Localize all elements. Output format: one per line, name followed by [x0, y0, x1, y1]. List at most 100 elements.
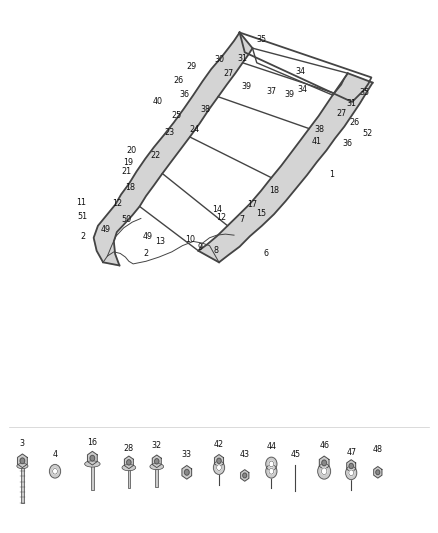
Text: 2: 2	[144, 249, 148, 259]
Text: 52: 52	[362, 129, 372, 138]
Text: 6: 6	[264, 249, 269, 258]
Text: 39: 39	[241, 82, 251, 91]
Text: 36: 36	[343, 139, 353, 148]
Polygon shape	[215, 455, 223, 467]
Text: 36: 36	[180, 90, 190, 99]
Ellipse shape	[85, 461, 100, 467]
Polygon shape	[94, 33, 252, 265]
Text: 21: 21	[121, 167, 131, 176]
Text: 39: 39	[285, 90, 295, 99]
Circle shape	[266, 457, 277, 471]
Text: 1: 1	[329, 170, 334, 179]
Text: 18: 18	[125, 183, 135, 191]
Text: 47: 47	[346, 448, 356, 457]
Text: 38: 38	[200, 106, 210, 114]
Text: 35: 35	[359, 88, 369, 97]
Bar	[127, 470, 130, 488]
Text: 43: 43	[240, 450, 250, 459]
Circle shape	[269, 469, 274, 474]
Text: 13: 13	[155, 237, 165, 246]
Polygon shape	[152, 455, 161, 467]
Ellipse shape	[150, 463, 164, 470]
Circle shape	[53, 469, 57, 474]
Text: 45: 45	[290, 450, 300, 459]
Text: 29: 29	[186, 62, 196, 71]
Text: 24: 24	[190, 125, 200, 134]
Circle shape	[90, 455, 95, 461]
Text: 16: 16	[87, 438, 97, 447]
Circle shape	[213, 461, 225, 474]
Circle shape	[321, 468, 327, 474]
Polygon shape	[88, 451, 97, 465]
Text: 40: 40	[152, 97, 162, 106]
Text: 33: 33	[182, 450, 192, 459]
Polygon shape	[198, 73, 373, 262]
Polygon shape	[182, 465, 192, 479]
Circle shape	[346, 466, 357, 480]
Circle shape	[127, 460, 131, 465]
Text: 44: 44	[266, 442, 276, 451]
Text: 50: 50	[122, 215, 132, 224]
Text: 23: 23	[165, 128, 175, 138]
Text: 46: 46	[319, 441, 329, 450]
Text: 34: 34	[296, 67, 306, 76]
Bar	[155, 469, 158, 488]
Circle shape	[349, 470, 353, 475]
Text: 7: 7	[240, 215, 245, 224]
Text: 12: 12	[112, 199, 122, 208]
Text: 49: 49	[143, 232, 153, 241]
Text: 19: 19	[123, 158, 133, 166]
Text: 26: 26	[173, 76, 183, 85]
Circle shape	[349, 463, 353, 469]
Text: 31: 31	[237, 54, 247, 63]
Polygon shape	[18, 454, 27, 467]
Text: 28: 28	[124, 444, 134, 453]
Circle shape	[217, 465, 221, 471]
Polygon shape	[319, 456, 329, 470]
Circle shape	[155, 459, 159, 464]
Text: 41: 41	[312, 136, 322, 146]
Circle shape	[266, 464, 277, 478]
Text: 51: 51	[78, 212, 88, 221]
Text: 14: 14	[212, 205, 222, 214]
Circle shape	[243, 473, 247, 478]
Circle shape	[322, 460, 326, 466]
Text: 31: 31	[346, 99, 356, 108]
Text: 11: 11	[76, 198, 86, 207]
Text: 12: 12	[216, 213, 226, 222]
Text: 30: 30	[214, 55, 224, 64]
Text: 3: 3	[20, 439, 25, 448]
Text: 27: 27	[224, 69, 234, 78]
Text: 42: 42	[214, 440, 224, 449]
Circle shape	[376, 470, 380, 475]
Bar	[21, 466, 24, 503]
Text: 18: 18	[269, 185, 279, 195]
Text: 48: 48	[373, 445, 383, 454]
Text: 25: 25	[171, 110, 181, 119]
Ellipse shape	[122, 464, 136, 471]
Circle shape	[217, 458, 221, 463]
Polygon shape	[240, 470, 249, 481]
Text: 35: 35	[257, 35, 267, 44]
Text: 32: 32	[152, 441, 162, 450]
Text: 15: 15	[256, 209, 266, 217]
Polygon shape	[374, 466, 382, 478]
Text: 22: 22	[150, 151, 161, 160]
Text: 38: 38	[315, 125, 325, 134]
Text: 37: 37	[267, 87, 277, 96]
Circle shape	[184, 470, 189, 475]
Text: 49: 49	[101, 225, 111, 235]
Bar	[91, 466, 94, 489]
Polygon shape	[347, 460, 356, 472]
Text: 9: 9	[197, 243, 202, 252]
Circle shape	[318, 463, 331, 479]
Text: 2: 2	[80, 232, 85, 241]
Circle shape	[49, 464, 60, 478]
Circle shape	[269, 461, 274, 467]
Text: 10: 10	[185, 235, 195, 244]
Circle shape	[20, 458, 25, 464]
Text: 26: 26	[349, 118, 359, 127]
Text: 20: 20	[126, 146, 136, 155]
Text: 27: 27	[337, 109, 347, 118]
Polygon shape	[124, 456, 133, 469]
